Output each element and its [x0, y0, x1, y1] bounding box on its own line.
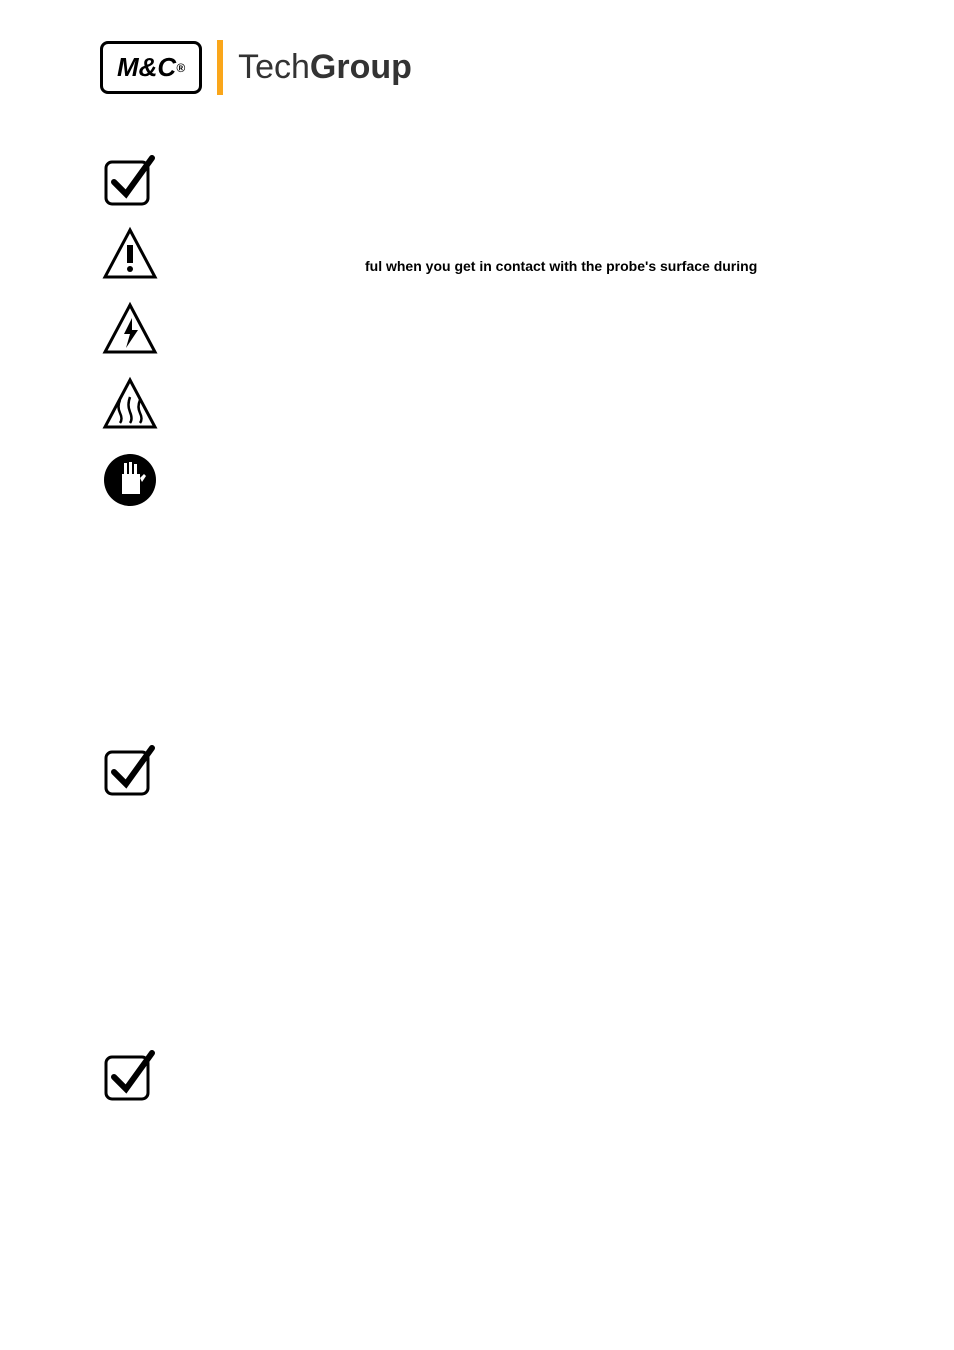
checkmark-icon — [100, 1045, 160, 1105]
protective-glove-icon — [100, 450, 160, 510]
checkmark-icon — [100, 150, 160, 210]
warning-icon — [100, 225, 160, 285]
document-page: M&C® TechGroup — [0, 0, 954, 185]
warning-svg — [100, 225, 160, 285]
checkmark-svg — [102, 152, 158, 208]
brand-text: M&C — [117, 52, 176, 83]
logo-header: M&C® TechGroup — [100, 40, 854, 95]
checkmark-icon — [100, 740, 160, 800]
glove-svg — [102, 452, 158, 508]
logo-divider — [217, 40, 223, 95]
hot-svg — [100, 375, 160, 435]
high-voltage-icon — [100, 300, 160, 360]
warning-text: ful when you get in contact with the pro… — [365, 258, 757, 274]
company-name-bold: Group — [310, 48, 412, 86]
registered-mark: ® — [176, 61, 185, 75]
brand-logo: M&C® — [100, 41, 202, 94]
hot-surface-icon — [100, 375, 160, 435]
company-name: TechGroup — [238, 48, 412, 87]
checkmark-svg — [102, 1047, 158, 1103]
checkmark-svg — [102, 742, 158, 798]
company-name-light: Tech — [238, 48, 310, 86]
voltage-svg — [100, 300, 160, 360]
